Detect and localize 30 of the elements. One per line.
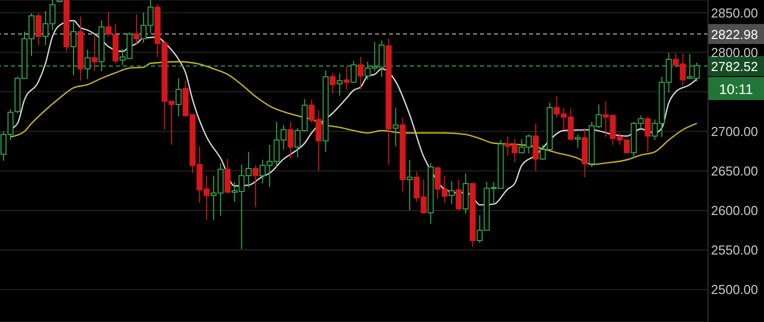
candlestick [252, 164, 259, 208]
y-tick-label: 2500.00 [711, 282, 758, 298]
y-tick-label: 2800.00 [711, 44, 758, 60]
ref-line-label: 2782.52 [711, 59, 758, 74]
y-tick-label: 2850.00 [711, 5, 758, 20]
y-tick-label: 2550.00 [711, 242, 758, 258]
candlestick [392, 107, 399, 147]
candlestick [574, 134, 581, 148]
y-tick-label: 2700.00 [711, 124, 758, 139]
candlestick [644, 116, 651, 152]
candlestick [532, 122, 539, 172]
candlestick [344, 66, 350, 90]
ref-line-label: 2822.98 [711, 27, 758, 42]
y-tick-label: 2650.00 [711, 164, 758, 179]
candlestick [224, 158, 231, 193]
candlestick [358, 56, 364, 90]
text: 10:11 [719, 81, 754, 98]
candlestick [176, 78, 182, 117]
candlestick [336, 73, 343, 96]
candlestick [92, 36, 98, 72]
candlestick [456, 179, 462, 211]
candlestick [134, 14, 140, 46]
candlestick [330, 72, 336, 94]
candlestick [36, 12, 42, 46]
candlestick [288, 121, 294, 159]
candlestick [448, 180, 455, 205]
candlestick [106, 11, 112, 37]
y-tick-label: 2600.00 [711, 203, 758, 218]
line-series [10, 61, 698, 166]
candlestick [406, 159, 413, 211]
